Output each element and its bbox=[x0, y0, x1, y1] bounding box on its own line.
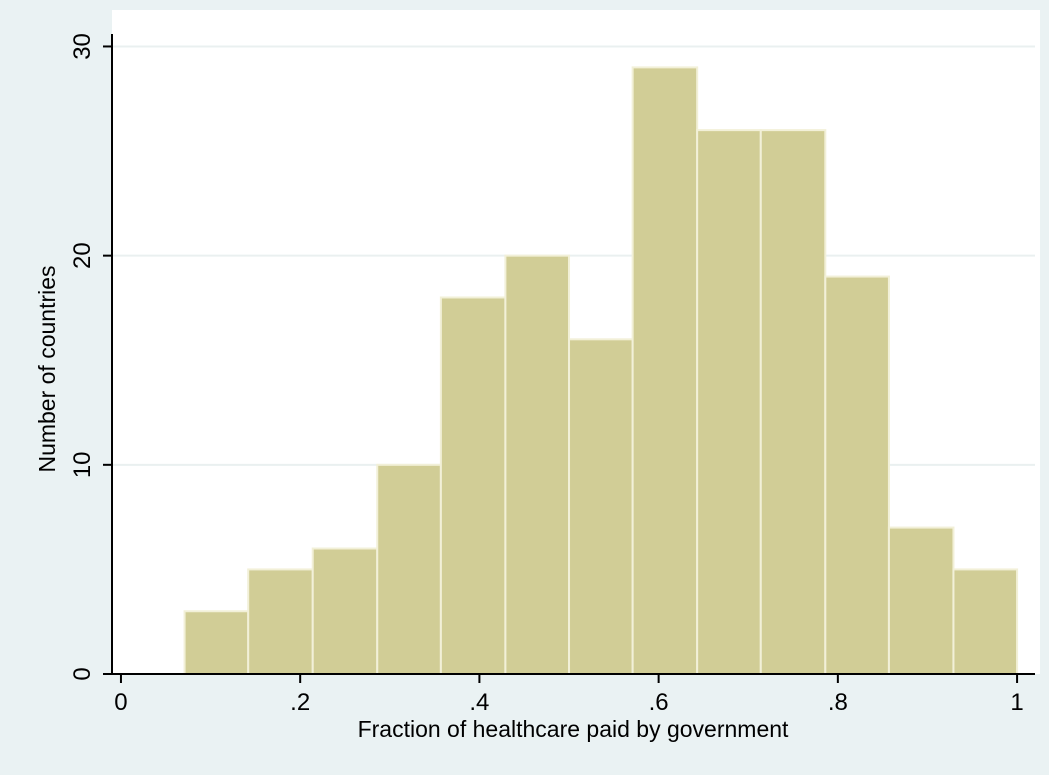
x-tick-label-1: .2 bbox=[290, 689, 310, 716]
bar-11 bbox=[887, 526, 955, 676]
y-tick-label-1: 10 bbox=[69, 451, 96, 478]
y-tick-label-2: 20 bbox=[69, 242, 96, 269]
bars bbox=[183, 66, 1019, 676]
bar-7 bbox=[631, 66, 699, 675]
bar-4 bbox=[439, 296, 507, 675]
bar-10 bbox=[824, 275, 890, 675]
y-tick-label-0: 0 bbox=[69, 667, 96, 680]
x-tick-label-5: 1 bbox=[1010, 689, 1023, 716]
x-tick-label-2: .4 bbox=[469, 689, 489, 716]
bar-6 bbox=[568, 338, 634, 675]
x-axis-label: Fraction of healthcare paid by governmen… bbox=[358, 716, 789, 742]
x-tick-label-0: 0 bbox=[114, 689, 127, 716]
y-tick-label-3: 30 bbox=[69, 33, 96, 60]
x-tick-label-3: .6 bbox=[649, 689, 669, 716]
bar-0 bbox=[183, 610, 250, 676]
bar-8 bbox=[696, 129, 762, 675]
bar-2 bbox=[311, 547, 379, 676]
axes bbox=[111, 34, 1035, 675]
bar-3 bbox=[376, 463, 442, 675]
bar-5 bbox=[504, 254, 571, 675]
bar-9 bbox=[759, 129, 827, 675]
bar-12 bbox=[952, 568, 1019, 676]
bar-1 bbox=[247, 568, 314, 676]
y-axis-label: Number of countries bbox=[34, 265, 60, 472]
x-tick-label-4: .8 bbox=[828, 689, 848, 716]
